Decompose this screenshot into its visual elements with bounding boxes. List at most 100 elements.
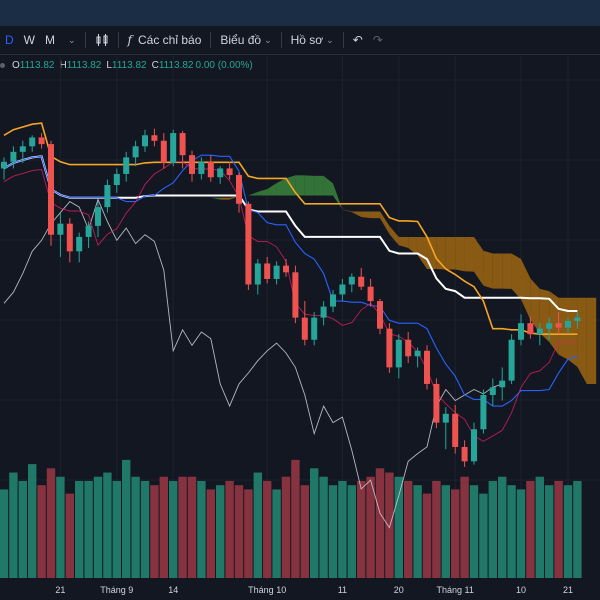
redo-button[interactable]: ↷ [368, 26, 388, 54]
candle-body [536, 328, 543, 335]
ichimoku-cloud-segment [248, 191, 258, 196]
interval-m-button[interactable]: M [45, 33, 55, 47]
ichimoku-cloud-segment [361, 211, 371, 219]
ichimoku-cloud-segment [239, 195, 249, 197]
volume-bar [225, 480, 234, 578]
volume-bar [253, 472, 262, 578]
chevron-down-icon: ⌄ [68, 34, 76, 45]
toolbar-divider [280, 32, 282, 48]
ichimoku-cloud-segment [229, 196, 239, 200]
ichimoku-cloud-segment [295, 175, 305, 196]
candle-body [518, 323, 524, 340]
volume-bar [65, 493, 74, 578]
interval-d-button[interactable]: D [5, 33, 14, 47]
toolbar-divider [342, 32, 344, 48]
volume-bar [422, 493, 432, 578]
ichimoku-cloud-segment [455, 236, 465, 272]
x-axis-tick-label: 21 [563, 585, 573, 595]
volume-bar [338, 480, 347, 578]
candle-body [19, 146, 26, 152]
volume-bar [206, 489, 215, 578]
chevron-down-icon: ⌄ [264, 34, 272, 45]
volume-bar [413, 485, 422, 578]
open-value: 1113.82 [19, 60, 55, 71]
status-dot-icon [0, 63, 5, 68]
ichimoku-cloud-segment [257, 189, 268, 196]
volume-bar [122, 459, 131, 578]
ichimoku-cloud-segment [436, 236, 446, 270]
interval-w-button[interactable]: W [23, 33, 35, 47]
volume-bar [498, 476, 507, 578]
candle-body [48, 144, 54, 235]
volume-bar [140, 480, 150, 578]
kijun-line [3, 122, 578, 335]
volume-bar [291, 459, 300, 578]
candle-body [330, 294, 336, 307]
volume-bar [37, 485, 46, 578]
volume-bar [216, 485, 225, 578]
open-label: O [12, 60, 20, 71]
x-axis-tick-label: 11 [338, 585, 347, 595]
close-value: 1113.82 [158, 60, 194, 71]
volume-bar [394, 476, 403, 578]
candle-body [226, 168, 233, 176]
window-top-strip [0, 0, 600, 27]
candle-body [264, 263, 271, 279]
candle-body [442, 413, 449, 423]
volume-bar [169, 480, 178, 578]
x-axis-tick-label: Tháng 11 [437, 585, 474, 595]
interval-dropdown[interactable]: ⌄ [60, 26, 81, 54]
volume-bar [103, 472, 112, 578]
high-label: H [59, 60, 67, 71]
volume-bar [328, 485, 338, 578]
redo-icon: ↷ [372, 33, 383, 47]
ichimoku-cloud-segment [577, 297, 587, 384]
undo-button[interactable]: ↶ [348, 26, 368, 54]
candle-body [489, 387, 496, 395]
x-axis-tick-label: 10 [516, 585, 526, 595]
volume-bar [75, 480, 84, 578]
ichimoku-cloud-segment [135, 156, 145, 190]
candle-body [452, 413, 459, 447]
ichimoku-cloud-segment [521, 259, 531, 320]
volume-bar [404, 480, 413, 578]
candle-body [254, 263, 261, 285]
candle-body [170, 133, 177, 163]
volume-bar [9, 472, 18, 578]
ichimoku-cloud-segment [267, 183, 277, 196]
ohlc-legend: O 1113.82 H 1113.82 L 1113.82 C 1113.82 … [0, 60, 255, 71]
volume-bar [150, 485, 159, 578]
volume-bar [310, 468, 319, 578]
candle-body [283, 265, 289, 273]
candle-body [160, 140, 167, 163]
profile-button[interactable]: Hồ sơ ⌄ [286, 26, 339, 54]
ichimoku-cloud-segment [107, 160, 117, 163]
candle-body [358, 276, 365, 287]
candle-body [348, 276, 355, 285]
ichimoku-cloud-segment [483, 250, 493, 289]
ichimoku-cloud-segment [417, 236, 427, 269]
candle-body [207, 161, 214, 178]
volume-bar [112, 480, 121, 578]
indicators-button[interactable]: f Các chỉ báo [123, 26, 207, 54]
chart-type-button[interactable]: Biểu đồ ⌄ [215, 26, 276, 54]
candle-body [499, 380, 506, 388]
chart-toolbar: D W M ⌄ f Các chỉ báo Biểu đồ ⌄ Hồ sơ ⌄ ↶ ↷ [0, 26, 600, 55]
volume-bar [84, 480, 93, 578]
volume-bar [451, 489, 460, 578]
candle-body [555, 323, 562, 328]
candle-body [245, 203, 252, 285]
candle-body [66, 223, 73, 252]
volume-bar [319, 476, 328, 578]
toolbar-divider [210, 32, 212, 48]
candle-body [151, 135, 158, 141]
candle-style-button[interactable] [90, 26, 114, 54]
band-line [3, 161, 578, 442]
candle-body [10, 151, 17, 162]
candle-body [461, 446, 468, 462]
candle-body [433, 383, 440, 423]
volume-bar [366, 476, 375, 578]
candle-body [405, 339, 412, 357]
candle-body [123, 157, 130, 174]
